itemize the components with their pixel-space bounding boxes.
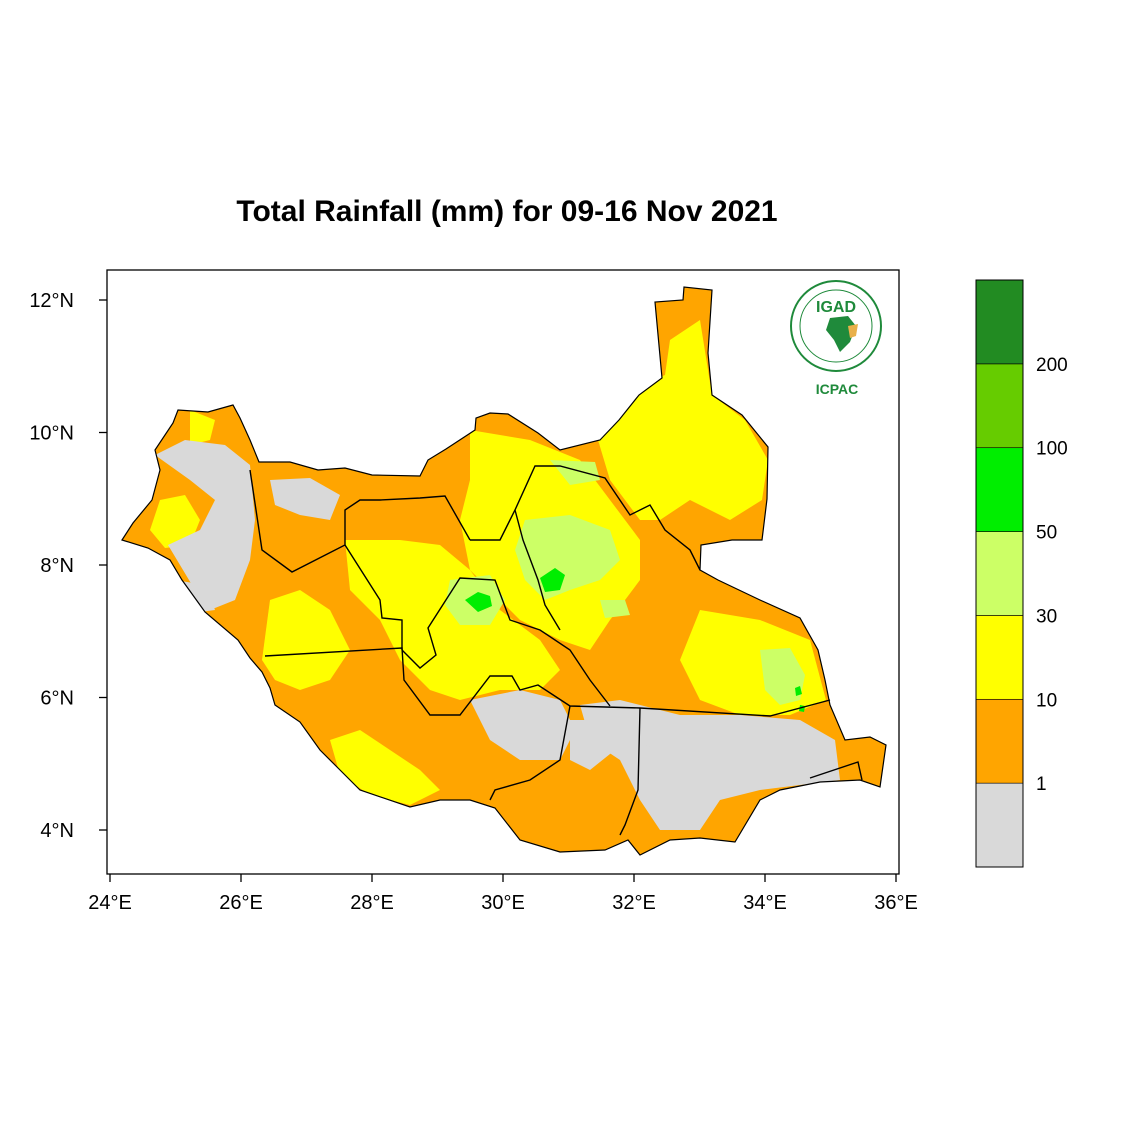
- colorbar-bin: [975, 531, 1024, 616]
- boundary-jonglei-west: [514, 509, 561, 631]
- colorbar-bin: [975, 447, 1024, 532]
- y-tick-label: 4°N: [40, 820, 74, 842]
- x-tick-label: 24°E: [88, 892, 132, 914]
- colorbar-bin: [975, 782, 1024, 868]
- boundary-equatoria-central: [619, 707, 641, 836]
- igad-region-icon: [848, 324, 858, 338]
- boundary-central: [401, 577, 611, 707]
- boundary-west: [249, 469, 471, 573]
- y-tick-label: 10°N: [29, 423, 74, 445]
- colorbar-label: 1: [1036, 774, 1047, 795]
- state-boundaries: [249, 465, 863, 836]
- x-tick-label: 32°E: [612, 892, 656, 914]
- colorbar-bin: [975, 615, 1024, 700]
- colorbar-label: 10: [1036, 690, 1057, 711]
- y-tick-label: 8°N: [40, 555, 74, 577]
- logo-igad-text: IGAD: [816, 299, 856, 316]
- colorbar-bin: [975, 279, 1024, 365]
- boundary-jonglei: [470, 465, 701, 571]
- y-tick-label: 12°N: [29, 290, 74, 312]
- x-tick-label: 28°E: [350, 892, 394, 914]
- x-tick-label: 30°E: [481, 892, 525, 914]
- logo-icpac-text: ICPAC: [816, 381, 859, 397]
- y-tick-label: 6°N: [40, 688, 74, 710]
- colorbar-label: 30: [1036, 606, 1057, 627]
- colorbar-bin: [975, 698, 1024, 784]
- boundary-lakes-west: [344, 544, 403, 650]
- rainfall-below-1-regions: [155, 440, 840, 830]
- colorbar-label: 200: [1036, 355, 1068, 376]
- colorbar-label: 100: [1036, 439, 1068, 460]
- boundary-equatoria-west: [489, 705, 571, 801]
- colorbar-outline: [975, 279, 1024, 868]
- map-title: Total Rainfall (mm) for 09-16 Nov 2021: [236, 195, 777, 228]
- igad-icpac-logo: IGAD ICPAC: [790, 280, 882, 397]
- africa-map-icon: [826, 316, 856, 352]
- boundary-east: [809, 761, 863, 781]
- colorbar-bin: [975, 363, 1024, 449]
- x-tick-label: 26°E: [219, 892, 263, 914]
- x-tick-label: 34°E: [743, 892, 787, 914]
- colorbar: 1 10 30 50 100 200: [975, 279, 1068, 868]
- x-axis: 24°E 26°E 28°E 30°E 32°E 34°E 36°E: [88, 874, 918, 914]
- rainfall-50-100-regions: [465, 568, 805, 712]
- y-axis: 4°N 6°N 8°N 10°N 12°N: [29, 290, 107, 842]
- colorbar-label: 50: [1036, 523, 1057, 544]
- x-tick-label: 36°E: [874, 892, 918, 914]
